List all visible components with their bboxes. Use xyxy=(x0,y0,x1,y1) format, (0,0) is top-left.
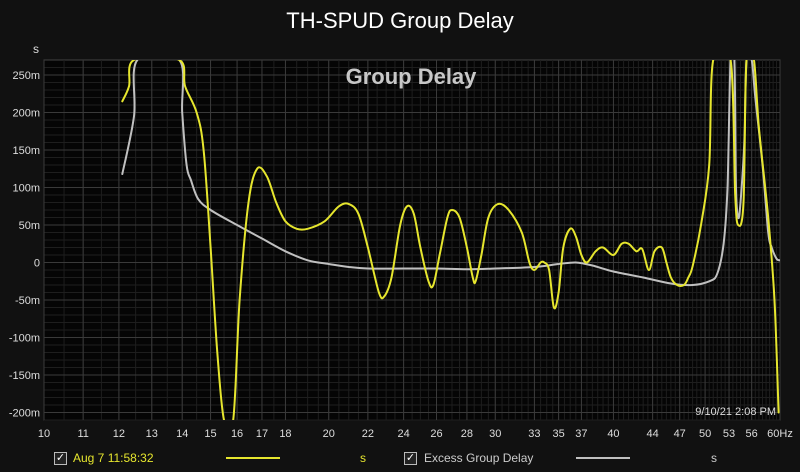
legend-swatch-2 xyxy=(576,457,630,459)
y-tick-label: -100m xyxy=(9,333,40,345)
x-tick-label: 16 xyxy=(231,428,243,440)
legend-label-1: Aug 7 11:58:32 xyxy=(73,451,154,465)
x-tick-label: 11 xyxy=(77,428,88,440)
y-tick-label: 50m xyxy=(19,220,40,232)
legend-item-2[interactable]: ✓ Excess Group Delay s xyxy=(404,450,734,466)
x-tick-label: 56 xyxy=(746,428,758,440)
y-axis-unit-label: s xyxy=(33,42,39,56)
x-tick-label: 35 xyxy=(552,428,564,440)
legend-item-1[interactable]: ✓ Aug 7 11:58:32 s xyxy=(54,450,384,466)
legend-unit-1: s xyxy=(360,451,366,465)
checkbox-series-1[interactable]: ✓ xyxy=(54,452,67,465)
x-tick-label: 10 xyxy=(38,428,50,440)
x-tick-label: 53 xyxy=(723,428,735,440)
chart-title: Group Delay xyxy=(346,64,478,89)
x-tick-label: 13 xyxy=(146,428,158,440)
x-tick-label: 20 xyxy=(323,428,335,440)
y-tick-label: 200m xyxy=(12,108,40,120)
x-tick-label: 18 xyxy=(279,428,291,440)
x-tick-label: 24 xyxy=(397,428,409,440)
legend-swatch-1 xyxy=(226,457,280,459)
x-tick-label: 37 xyxy=(575,428,587,440)
x-tick-label: 40 xyxy=(607,428,619,440)
y-tick-label: 250m xyxy=(12,70,40,82)
series-line-group-delay xyxy=(121,60,780,420)
legend-unit-2: s xyxy=(711,451,717,465)
y-tick-label: 150m xyxy=(12,145,40,157)
x-tick-label: 60Hz xyxy=(767,428,793,440)
y-tick-label: 100m xyxy=(12,183,40,195)
x-tick-label: 44 xyxy=(646,428,658,440)
x-tick-label: 50 xyxy=(699,428,711,440)
x-tick-label: 26 xyxy=(430,428,442,440)
y-tick-label: -200m xyxy=(9,408,40,420)
x-tick-label: 30 xyxy=(489,428,501,440)
x-tick-label: 47 xyxy=(674,428,686,440)
legend-label-2: Excess Group Delay xyxy=(424,451,534,465)
x-tick-label: 28 xyxy=(461,428,473,440)
x-tick-label: 22 xyxy=(362,428,374,440)
timestamp-label: 9/10/21 2:08 PM xyxy=(695,406,776,418)
y-tick-label: -50m xyxy=(15,295,40,307)
y-tick-label: 0 xyxy=(34,258,40,270)
x-tick-label: 14 xyxy=(176,428,188,440)
x-tick-label: 15 xyxy=(204,428,216,440)
y-tick-label: -150m xyxy=(9,370,40,382)
checkbox-series-2[interactable]: ✓ xyxy=(404,452,417,465)
page-title: TH-SPUD Group Delay xyxy=(286,8,514,33)
x-tick-label: 33 xyxy=(528,428,540,440)
x-tick-label: 12 xyxy=(113,428,125,440)
x-tick-label: 17 xyxy=(256,428,268,440)
